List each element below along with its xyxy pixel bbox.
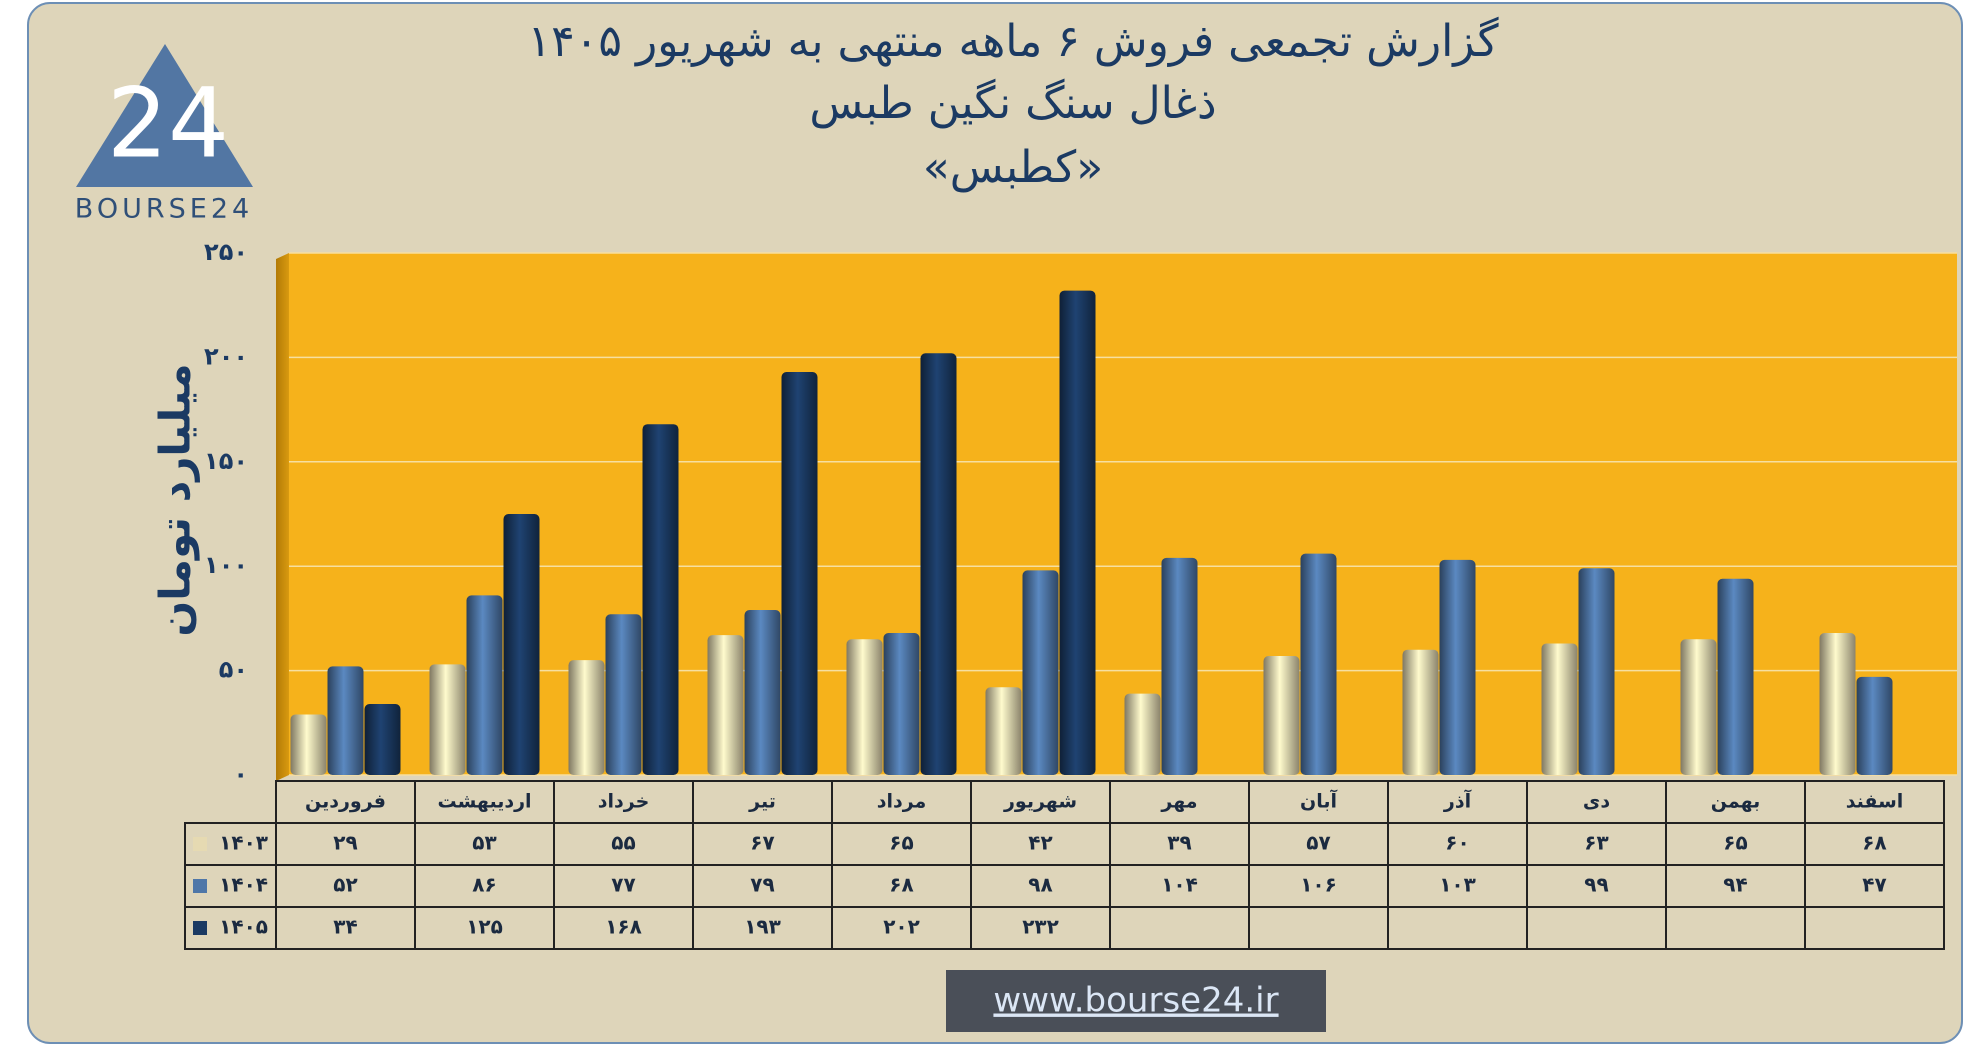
bar	[503, 514, 540, 775]
x-tick-label: بهمن	[1711, 791, 1761, 813]
bar	[1819, 633, 1856, 775]
table-value: ۲۹	[333, 831, 357, 855]
plot-wall	[276, 253, 289, 781]
bar	[1680, 639, 1717, 775]
bar	[429, 664, 466, 775]
y-tick-label: ۲۵۰	[204, 238, 248, 266]
table-value: ۳۹	[1167, 831, 1191, 855]
x-tick-label: مهر	[1160, 791, 1197, 813]
website-box	[946, 970, 1326, 1032]
bar	[1124, 693, 1161, 775]
table-value: ۵۲	[333, 873, 357, 897]
legend-label: ۱۴۰۳	[219, 831, 268, 855]
table-value: ۶۷	[750, 831, 774, 855]
website[interactable]: www.bourse24.ir	[993, 981, 1278, 1021]
chart-title: گزارش تجمعی فروش ۶ ماهه منتهی به شهریور …	[527, 16, 1498, 67]
table-value: ۱۲۵	[466, 915, 503, 939]
table-value: ۹۹	[1584, 873, 1608, 897]
table-value: ۸۶	[472, 873, 496, 897]
table-value: ۶۳	[1584, 831, 1608, 855]
logo-text: BOURSE24	[75, 194, 253, 225]
plot-area	[289, 253, 1957, 775]
y-tick-label: ۱۰۰	[204, 551, 248, 579]
table-value: ۶۵	[1723, 831, 1747, 855]
chart-subtitle: ذغال سنگ نگین طبس	[809, 78, 1216, 129]
y-axis-label: میلیارد تومان	[151, 363, 201, 636]
x-tick-label: خرداد	[598, 791, 650, 813]
bar	[1300, 553, 1337, 775]
table-value: ۳۴	[333, 915, 357, 939]
bar	[1717, 578, 1754, 775]
bar	[1402, 649, 1439, 775]
y-tick-label: ۱۵۰	[204, 447, 248, 475]
table-value: ۵۳	[472, 831, 496, 855]
bar	[781, 372, 818, 775]
bar	[707, 635, 744, 775]
table-value: ۹۸	[1028, 873, 1052, 897]
bar	[364, 704, 401, 775]
x-tick-label: دی	[1583, 791, 1610, 813]
table-value: ۶۸	[889, 873, 913, 897]
logo-triangle	[76, 44, 253, 187]
x-tick-label: تیر	[748, 791, 776, 813]
bar	[920, 353, 957, 775]
x-tick-label: اسفند	[1846, 791, 1904, 813]
y-tick-label: ۲۰۰	[204, 342, 248, 370]
bar	[1578, 568, 1615, 775]
bar	[1022, 570, 1059, 775]
table-value: ۶۰	[1445, 831, 1469, 855]
table-value: ۴۲	[1028, 831, 1052, 855]
table-value: ۵۵	[611, 831, 635, 855]
table-value: ۱۶۸	[605, 915, 642, 939]
table-value: ۷۷	[611, 873, 635, 897]
bar	[1439, 559, 1476, 775]
legend-label: ۱۴۰۴	[219, 873, 268, 897]
bar	[985, 687, 1022, 775]
logo-mark: 24	[107, 67, 229, 179]
bar	[846, 639, 883, 775]
bar	[568, 660, 605, 775]
x-tick-label: مرداد	[877, 791, 927, 813]
logo: 24 BOURSE24	[75, 44, 253, 225]
table-value: ۲۰۲	[883, 915, 920, 939]
table-value: ۲۳۲	[1022, 915, 1059, 939]
x-tick-label: فروردین	[305, 791, 386, 813]
y-tick-label: ۵۰	[219, 656, 248, 684]
bar	[1161, 557, 1198, 775]
table-value: ۱۹۳	[744, 915, 781, 939]
table-value: ۱۰۴	[1161, 873, 1198, 897]
bar	[1856, 676, 1893, 775]
x-tick-label: اردیبهشت	[437, 791, 531, 813]
bar	[327, 666, 364, 775]
bar	[1541, 643, 1578, 775]
table-value: ۹۴	[1723, 873, 1747, 897]
bar	[1059, 290, 1096, 775]
bar	[642, 424, 679, 775]
table-value: ۶۵	[889, 831, 913, 855]
table-value: ۱۰۳	[1439, 873, 1476, 897]
table-value: ۶۸	[1862, 831, 1886, 855]
bar	[1263, 655, 1300, 775]
legend-swatch	[193, 921, 207, 935]
legend-swatch	[193, 879, 207, 893]
table-value: ۷۹	[750, 873, 774, 897]
y-tick-label: ۰	[233, 760, 248, 788]
bar	[744, 610, 781, 775]
table-value: ۴۷	[1862, 873, 1886, 897]
bar	[290, 714, 327, 775]
chart-symbol: «کطبس»	[923, 142, 1103, 193]
bar	[883, 633, 920, 775]
x-tick-label: آذر	[1443, 789, 1472, 813]
legend-label: ۱۴۰۵	[219, 915, 268, 939]
bar	[605, 614, 642, 775]
table-value: ۱۰۶	[1300, 873, 1337, 897]
bar	[466, 595, 503, 775]
x-tick-label: آبان	[1300, 789, 1337, 813]
table-value: ۵۷	[1306, 831, 1330, 855]
legend-swatch	[193, 837, 207, 851]
x-tick-label: شهریور	[1003, 791, 1077, 813]
